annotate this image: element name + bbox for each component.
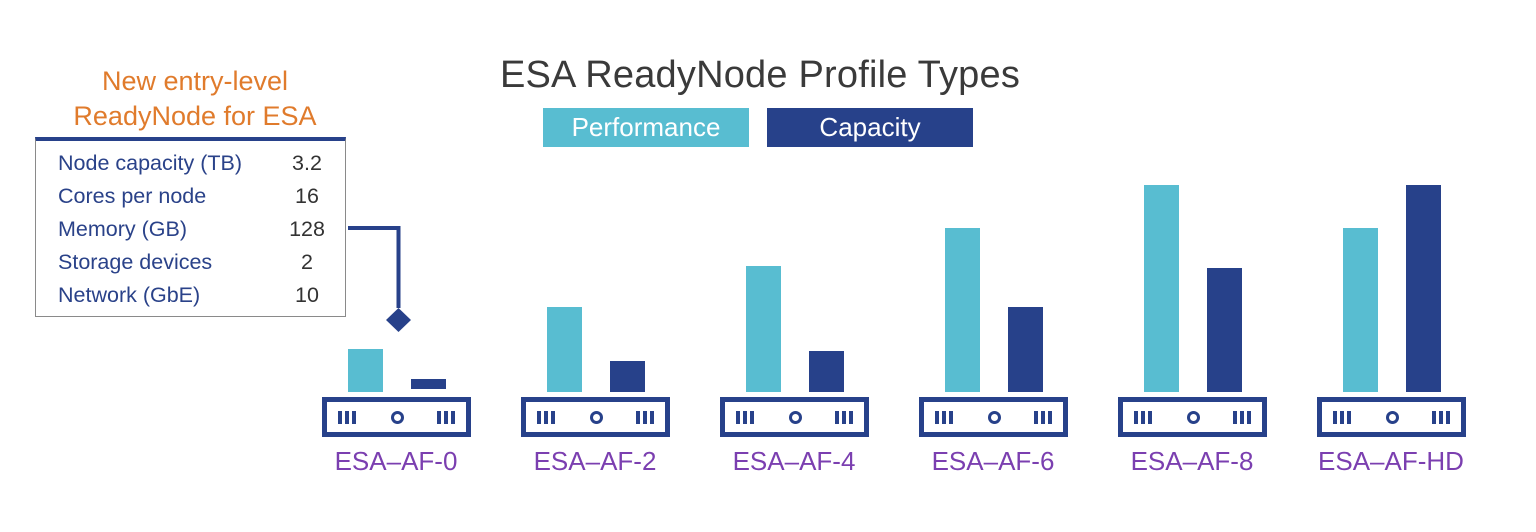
spec-box: Node capacity (TB) 3.2 Cores per node 16…: [35, 137, 346, 317]
server-icon: [322, 397, 471, 437]
drive-bays-right: [636, 411, 654, 424]
bar-capacity: [1406, 185, 1441, 392]
spec-row: Network (GbE) 10: [58, 280, 337, 311]
bar-performance: [1144, 185, 1179, 392]
spec-value: 10: [295, 283, 319, 307]
legend-performance: Performance: [543, 108, 749, 147]
server-icon: [720, 397, 869, 437]
callout-title-line1: New entry-level: [101, 66, 289, 96]
server-icon: [521, 397, 670, 437]
spec-label: Node capacity (TB): [58, 151, 243, 175]
drive-bays-right: [1034, 411, 1052, 424]
drive-bays-left: [935, 411, 953, 424]
drive-bays-right: [1432, 411, 1450, 424]
callout-title-line2: ReadyNode for ESA: [73, 101, 317, 131]
power-led: [988, 411, 1001, 424]
spec-value: 16: [295, 184, 319, 208]
legend-performance-label: Performance: [571, 112, 721, 142]
legend-capacity-label: Capacity: [819, 112, 921, 142]
bar-performance: [746, 266, 781, 392]
drive-bays-left: [1333, 411, 1351, 424]
spec-label: Network (GbE): [58, 283, 201, 307]
drive-bays-right: [437, 411, 455, 424]
spec-row: Memory (GB) 128: [58, 214, 337, 245]
drive-bays-left: [1134, 411, 1152, 424]
callout-title: New entry-level ReadyNode for ESA: [30, 64, 360, 134]
server-icon: [919, 397, 1068, 437]
bar-capacity: [411, 379, 446, 389]
drive-bays-right: [835, 411, 853, 424]
power-led: [590, 411, 603, 424]
server-icon: [1317, 397, 1466, 437]
node-label: ESA–AF-0: [334, 446, 458, 476]
bar-performance: [547, 307, 582, 392]
drive-bays-left: [537, 411, 555, 424]
spec-value: 128: [289, 217, 325, 241]
spec-row: Storage devices 2: [58, 247, 337, 278]
node-label: ESA–AF-HD: [1318, 446, 1464, 476]
bar-capacity: [610, 361, 645, 392]
node-label: ESA–AF-8: [1130, 446, 1254, 476]
power-led: [789, 411, 802, 424]
drive-bays-right: [1233, 411, 1251, 424]
node-label: ESA–AF-4: [732, 446, 856, 476]
drive-bays-left: [338, 411, 356, 424]
spec-value: 3.2: [292, 151, 322, 175]
drive-bays-left: [736, 411, 754, 424]
power-led: [391, 411, 404, 424]
server-icon: [1118, 397, 1267, 437]
bar-capacity: [809, 351, 844, 392]
diamond-icon: [386, 308, 411, 332]
connector-arrow: [348, 226, 411, 332]
node-label: ESA–AF-6: [931, 446, 1055, 476]
bar-capacity: [1008, 307, 1043, 392]
bar-capacity: [1207, 268, 1242, 392]
spec-value: 2: [301, 250, 313, 274]
spec-label: Storage devices: [58, 250, 213, 274]
legend-capacity: Capacity: [767, 108, 973, 147]
spec-row: Cores per node 16: [58, 181, 337, 212]
node-label: ESA–AF-2: [533, 446, 657, 476]
power-led: [1386, 411, 1399, 424]
bar-performance: [945, 228, 980, 392]
power-led: [1187, 411, 1200, 424]
spec-label: Cores per node: [58, 184, 207, 208]
page-title: ESA ReadyNode Profile Types: [499, 54, 1021, 96]
spec-label: Memory (GB): [58, 217, 187, 241]
spec-row: Node capacity (TB) 3.2: [58, 148, 337, 179]
bar-performance: [348, 349, 383, 392]
bar-performance: [1343, 228, 1378, 392]
